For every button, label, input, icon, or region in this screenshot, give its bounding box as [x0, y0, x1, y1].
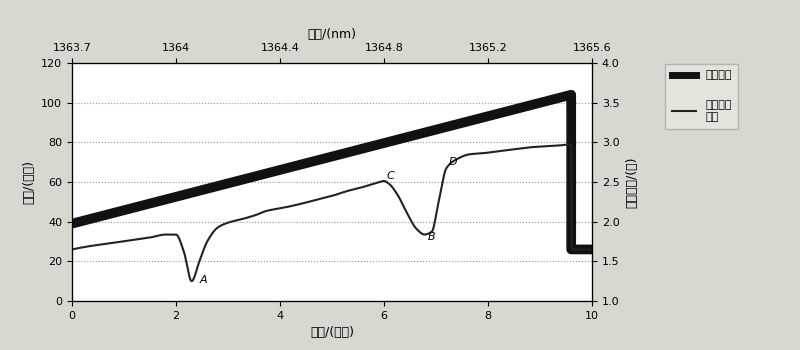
Legend: 驱动信号, 光电转换
信号: 驱动信号, 光电转换 信号: [665, 64, 738, 129]
Text: B: B: [428, 231, 436, 242]
X-axis label: 波长/(nm): 波长/(nm): [307, 28, 357, 41]
Y-axis label: 电流/(毫安): 电流/(毫安): [22, 160, 35, 204]
Text: D: D: [449, 157, 458, 167]
X-axis label: 时间/(毫秒): 时间/(毫秒): [310, 326, 354, 339]
Y-axis label: 信号幅値/(伏): 信号幅値/(伏): [625, 156, 638, 208]
Text: C: C: [386, 171, 394, 181]
Text: A: A: [199, 275, 207, 285]
